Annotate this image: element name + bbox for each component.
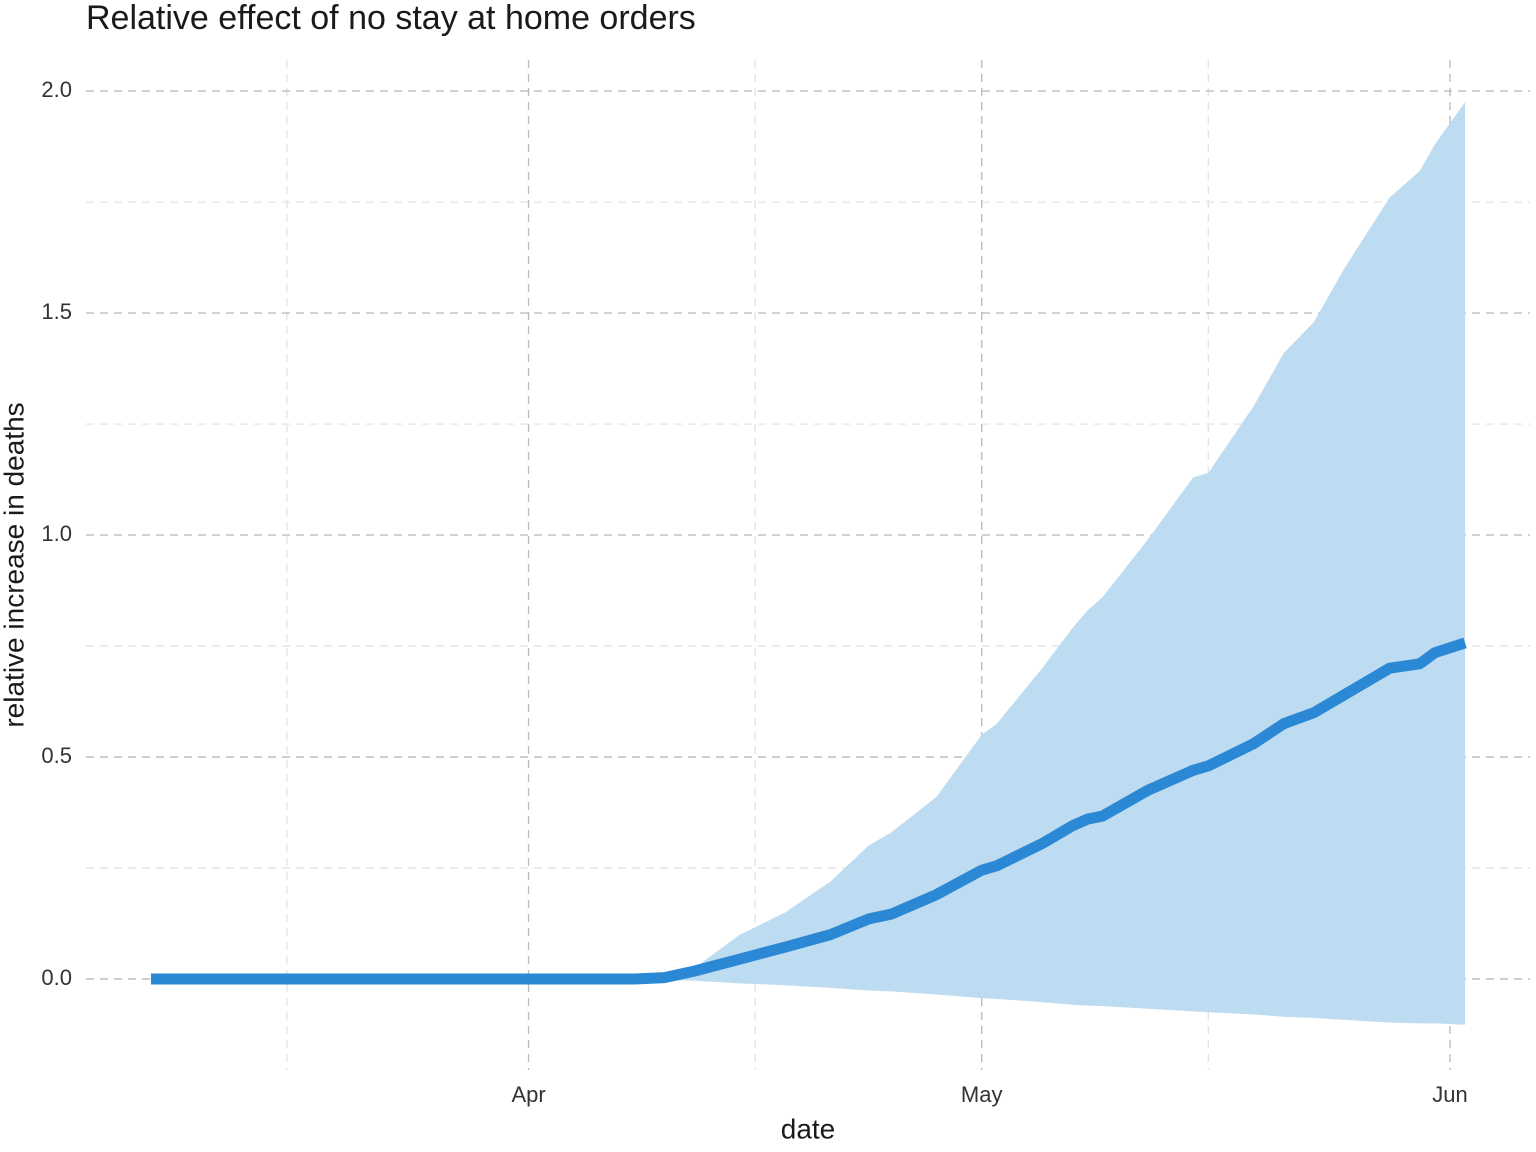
line xyxy=(150,637,1467,985)
x-axis-label: date xyxy=(781,1113,836,1144)
y-tick-label: 1.5 xyxy=(41,299,72,324)
x-tick-label: Jun xyxy=(1432,1082,1467,1107)
y-tick-label: 2.0 xyxy=(41,77,72,102)
y-axis-label: relative increase in deaths xyxy=(0,402,29,727)
y-tick-label: 1.0 xyxy=(41,521,72,546)
x-tick-label: May xyxy=(961,1082,1003,1107)
y-tick-label: 0.5 xyxy=(41,743,72,768)
chart-title: Relative effect of no stay at home order… xyxy=(86,0,696,37)
x-tick-label: Apr xyxy=(511,1082,545,1107)
y-tick-label: 0.0 xyxy=(41,965,72,990)
confidence-band xyxy=(150,102,1466,1025)
